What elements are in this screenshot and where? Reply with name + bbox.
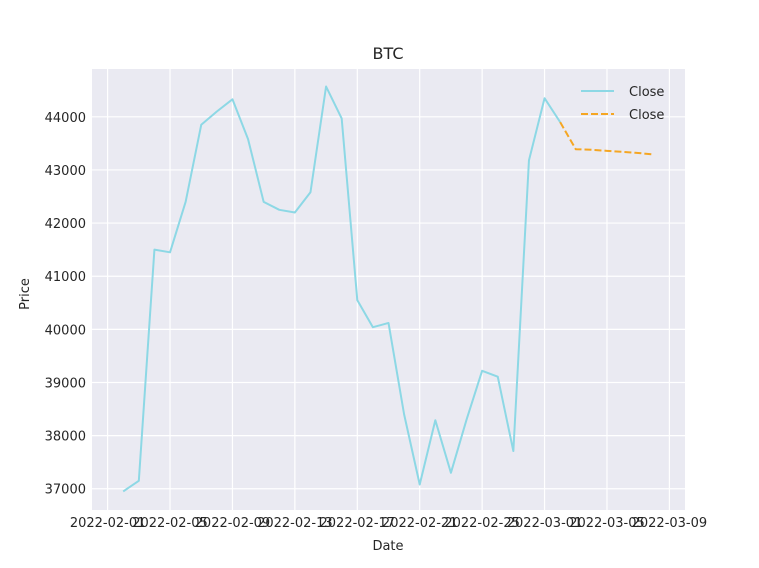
series-line-2 xyxy=(559,121,654,156)
x-tick-label: 2022-03-01 xyxy=(507,516,583,531)
x-tick-label: 2022-02-17 xyxy=(320,516,396,531)
legend-label-2: Close xyxy=(629,108,664,123)
x-tick-label: 2022-02-13 xyxy=(257,516,333,531)
y-tick-label: 39000 xyxy=(45,376,86,391)
y-tick-label: 44000 xyxy=(45,111,86,126)
y-tick-labels: 37000 38000 39000 40000 41000 42000 43000 44000 xyxy=(45,111,86,498)
plot-background xyxy=(92,69,685,510)
y-tick-label: 42000 xyxy=(45,217,86,232)
y-tick-label: 40000 xyxy=(45,323,86,338)
x-tick-labels: 2022-02-012022-02-052022-02-092022-02-13… xyxy=(70,516,707,531)
legend-label-1: Close xyxy=(629,85,664,100)
x-tick-label: 2022-02-01 xyxy=(70,516,146,531)
y-tick-label: 41000 xyxy=(45,270,86,285)
x-tick-label: 2022-03-09 xyxy=(632,516,708,531)
chart-title: BTC xyxy=(373,44,404,63)
x-tick-label: 2022-02-05 xyxy=(132,516,208,531)
series-layer xyxy=(122,85,654,493)
legend: Close Close xyxy=(581,85,664,123)
x-tick-label: 2022-02-09 xyxy=(195,516,271,531)
y-tick-label: 38000 xyxy=(45,430,86,445)
x-tick-label: 2022-02-25 xyxy=(444,516,520,531)
y-tick-label: 37000 xyxy=(45,483,86,498)
x-tick-label: 2022-03-05 xyxy=(569,516,645,531)
y-axis-label: Price xyxy=(18,278,33,310)
x-axis-label: Date xyxy=(372,539,403,554)
y-tick-label: 43000 xyxy=(45,164,86,179)
series-line-1 xyxy=(122,85,561,493)
x-tick-label: 2022-02-21 xyxy=(382,516,458,531)
